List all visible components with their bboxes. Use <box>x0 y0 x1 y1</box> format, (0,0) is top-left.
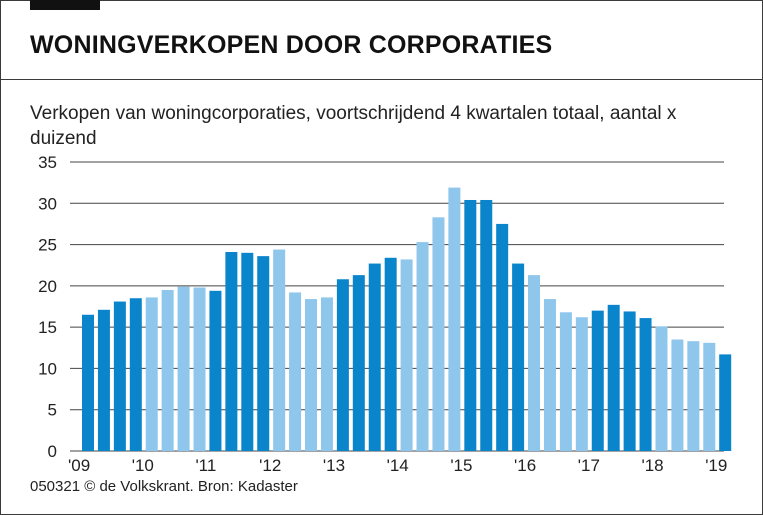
x-tick-label: '13 <box>323 456 345 475</box>
bar <box>82 314 94 451</box>
bar <box>241 252 254 451</box>
bar <box>97 309 110 451</box>
y-tick-label: 30 <box>38 194 57 213</box>
y-tick-label: 0 <box>48 442 57 461</box>
bar <box>416 242 429 451</box>
x-tick-label: '15 <box>450 456 472 475</box>
source-credit: 050321 © de Volkskrant. Bron: Kadaster <box>30 478 298 495</box>
x-tick-label: '14 <box>387 456 409 475</box>
bar <box>512 263 525 451</box>
bar <box>575 317 588 451</box>
y-tick-label: 10 <box>38 359 57 378</box>
x-tick-label: '10 <box>132 456 154 475</box>
y-tick-label: 15 <box>38 318 57 337</box>
bar <box>145 297 158 451</box>
bar <box>703 342 716 451</box>
x-tick-label: '18 <box>641 456 663 475</box>
bar <box>368 263 381 451</box>
bar <box>161 289 174 451</box>
bar <box>687 341 700 451</box>
bar <box>336 279 349 451</box>
bar <box>719 354 732 451</box>
x-tick-label: '09 <box>68 456 90 475</box>
x-axis-ticks: '09 '10 '11 '12 '13 '14 '15 '16 '17 '18 '19 <box>68 456 727 475</box>
chart-title: WONINGVERKOPEN DOOR CORPORATIES <box>30 31 553 59</box>
x-tick-label: '11 <box>195 456 216 475</box>
y-tick-label: 25 <box>38 236 57 255</box>
bar <box>559 312 572 451</box>
x-tick-label: '19 <box>705 456 727 475</box>
bar <box>209 290 222 451</box>
bar <box>591 310 604 451</box>
bar <box>639 318 652 451</box>
y-tick-label: 20 <box>38 277 57 296</box>
section-marker <box>30 0 100 10</box>
bar <box>655 326 668 451</box>
bar <box>320 297 333 451</box>
x-tick-label: '16 <box>514 456 536 475</box>
bars <box>82 187 732 451</box>
bar <box>432 217 445 451</box>
bar <box>671 339 684 451</box>
bar <box>448 187 461 451</box>
bar <box>289 292 302 451</box>
bar <box>400 259 413 451</box>
bar <box>305 299 318 451</box>
chart-subtitle: Verkopen van woningcorporaties, voortsch… <box>30 103 677 149</box>
bar <box>225 252 238 451</box>
bar <box>384 257 397 451</box>
bar <box>480 199 493 451</box>
bar <box>607 304 620 451</box>
bar <box>177 286 190 451</box>
x-tick-label: '17 <box>578 456 600 475</box>
bar <box>528 275 541 451</box>
x-tick-label: '12 <box>259 456 281 475</box>
bar <box>496 223 509 451</box>
bar <box>464 199 477 451</box>
y-axis-ticks: 0 5 10 15 20 25 30 35 <box>38 153 57 461</box>
bar <box>273 249 286 451</box>
bar <box>193 287 206 451</box>
bar <box>623 311 636 451</box>
y-tick-label: 35 <box>38 153 57 172</box>
bar <box>129 298 142 451</box>
title-divider <box>0 79 763 80</box>
bar <box>543 299 556 451</box>
bar <box>257 256 270 451</box>
bar <box>113 301 126 451</box>
bar <box>352 275 365 451</box>
y-tick-label: 5 <box>48 401 57 420</box>
